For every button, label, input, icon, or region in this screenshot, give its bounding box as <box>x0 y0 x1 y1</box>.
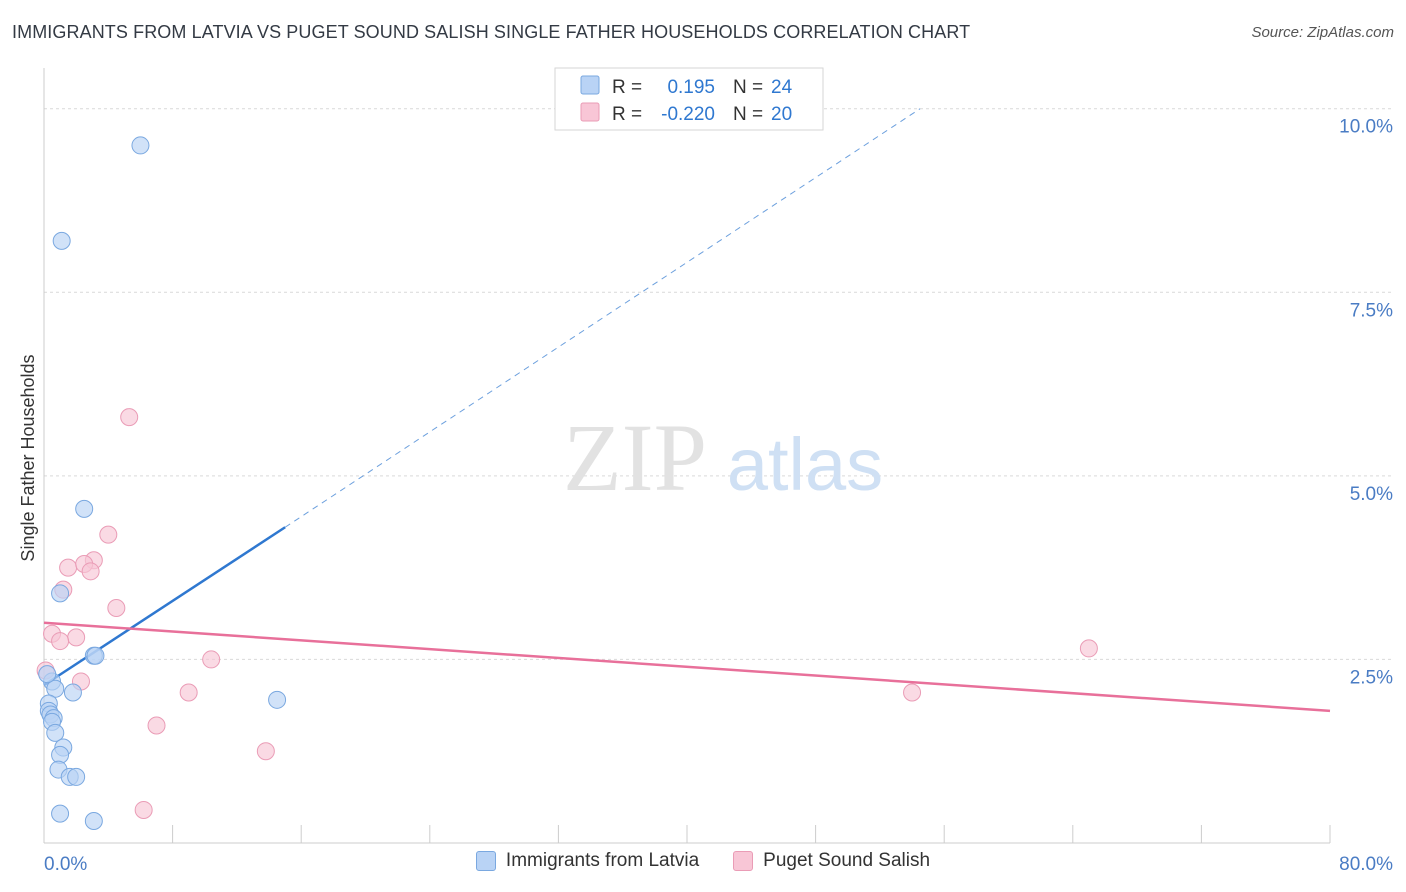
watermark: ZIP atlas <box>563 404 883 511</box>
point-latvia <box>75 499 94 518</box>
stats-n-value-salish: 20 <box>771 104 792 125</box>
x-tick-label: 80.0% <box>1339 854 1393 875</box>
point-salish <box>81 562 100 581</box>
point-salish <box>67 628 86 647</box>
point-latvia <box>52 231 71 250</box>
point-salish <box>134 800 153 819</box>
point-salish <box>903 683 922 702</box>
point-salish <box>1079 639 1098 658</box>
y-tick-label: 2.5% <box>1350 667 1393 688</box>
bottom-legend: Immigrants from Latvia Puget Sound Salis… <box>0 850 1406 872</box>
y-tick-label: 10.0% <box>1339 117 1393 138</box>
point-salish <box>179 683 198 702</box>
point-latvia <box>51 804 70 823</box>
source-label: Source: ZipAtlas.com <box>1251 24 1394 41</box>
legend-swatch-latvia <box>475 851 496 871</box>
point-latvia <box>63 683 82 702</box>
point-salish <box>99 525 118 544</box>
point-salish <box>59 558 78 577</box>
chart-title: IMMIGRANTS FROM LATVIA VS PUGET SOUND SA… <box>12 22 971 42</box>
point-latvia <box>86 646 105 665</box>
point-latvia <box>51 584 70 603</box>
stats-r-value-latvia: 0.195 <box>667 77 715 98</box>
watermark-atlas: atlas <box>727 423 883 506</box>
tick-labels: 2.5% 5.0% 7.5% 10.0% 0.0% 80.0% <box>44 117 1393 875</box>
stats-n-label-salish: N = <box>733 104 763 125</box>
stats-swatch-salish <box>580 102 600 122</box>
point-latvia <box>38 665 57 684</box>
point-latvia <box>67 767 86 786</box>
point-latvia <box>131 136 150 155</box>
point-salish <box>256 742 275 761</box>
watermark-zip: ZIP <box>563 404 707 511</box>
y-tick-label: 7.5% <box>1350 300 1393 321</box>
stats-n-label-latvia: N = <box>733 77 763 98</box>
point-salish <box>120 408 139 427</box>
legend-swatch-salish <box>733 851 754 871</box>
legend-label-latvia: Immigrants from Latvia <box>505 850 700 871</box>
point-salish <box>107 599 126 618</box>
stats-legend: R = 0.195 N = 24 R = -0.220 N = 20 <box>554 67 824 131</box>
stats-swatch-latvia <box>580 75 600 95</box>
trend-line-latvia <box>43 526 286 687</box>
point-salish <box>147 716 166 735</box>
y-axis-label: Single Father Households <box>18 354 38 561</box>
point-latvia <box>46 723 65 742</box>
trend-lines <box>43 108 1331 713</box>
legend-item-salish: Puget Sound Salish <box>733 850 930 872</box>
stats-n-value-latvia: 24 <box>771 77 793 98</box>
x-tick-label: 0.0% <box>44 854 87 875</box>
point-salish <box>51 632 70 651</box>
stats-r-label-salish: R = <box>612 104 642 125</box>
data-points <box>36 136 1098 830</box>
trend-line-salish <box>43 621 1331 713</box>
grid-lines <box>44 108 1394 660</box>
legend-label-salish: Puget Sound Salish <box>763 850 931 871</box>
stats-r-value-salish: -0.220 <box>661 104 715 125</box>
point-salish <box>202 650 221 669</box>
trend-extension-latvia <box>284 108 921 528</box>
point-latvia <box>268 690 287 709</box>
y-tick-label: 5.0% <box>1350 484 1393 505</box>
stats-r-label-latvia: R = <box>612 77 642 98</box>
legend-item-latvia: Immigrants from Latvia <box>475 850 700 872</box>
point-latvia <box>84 811 103 830</box>
